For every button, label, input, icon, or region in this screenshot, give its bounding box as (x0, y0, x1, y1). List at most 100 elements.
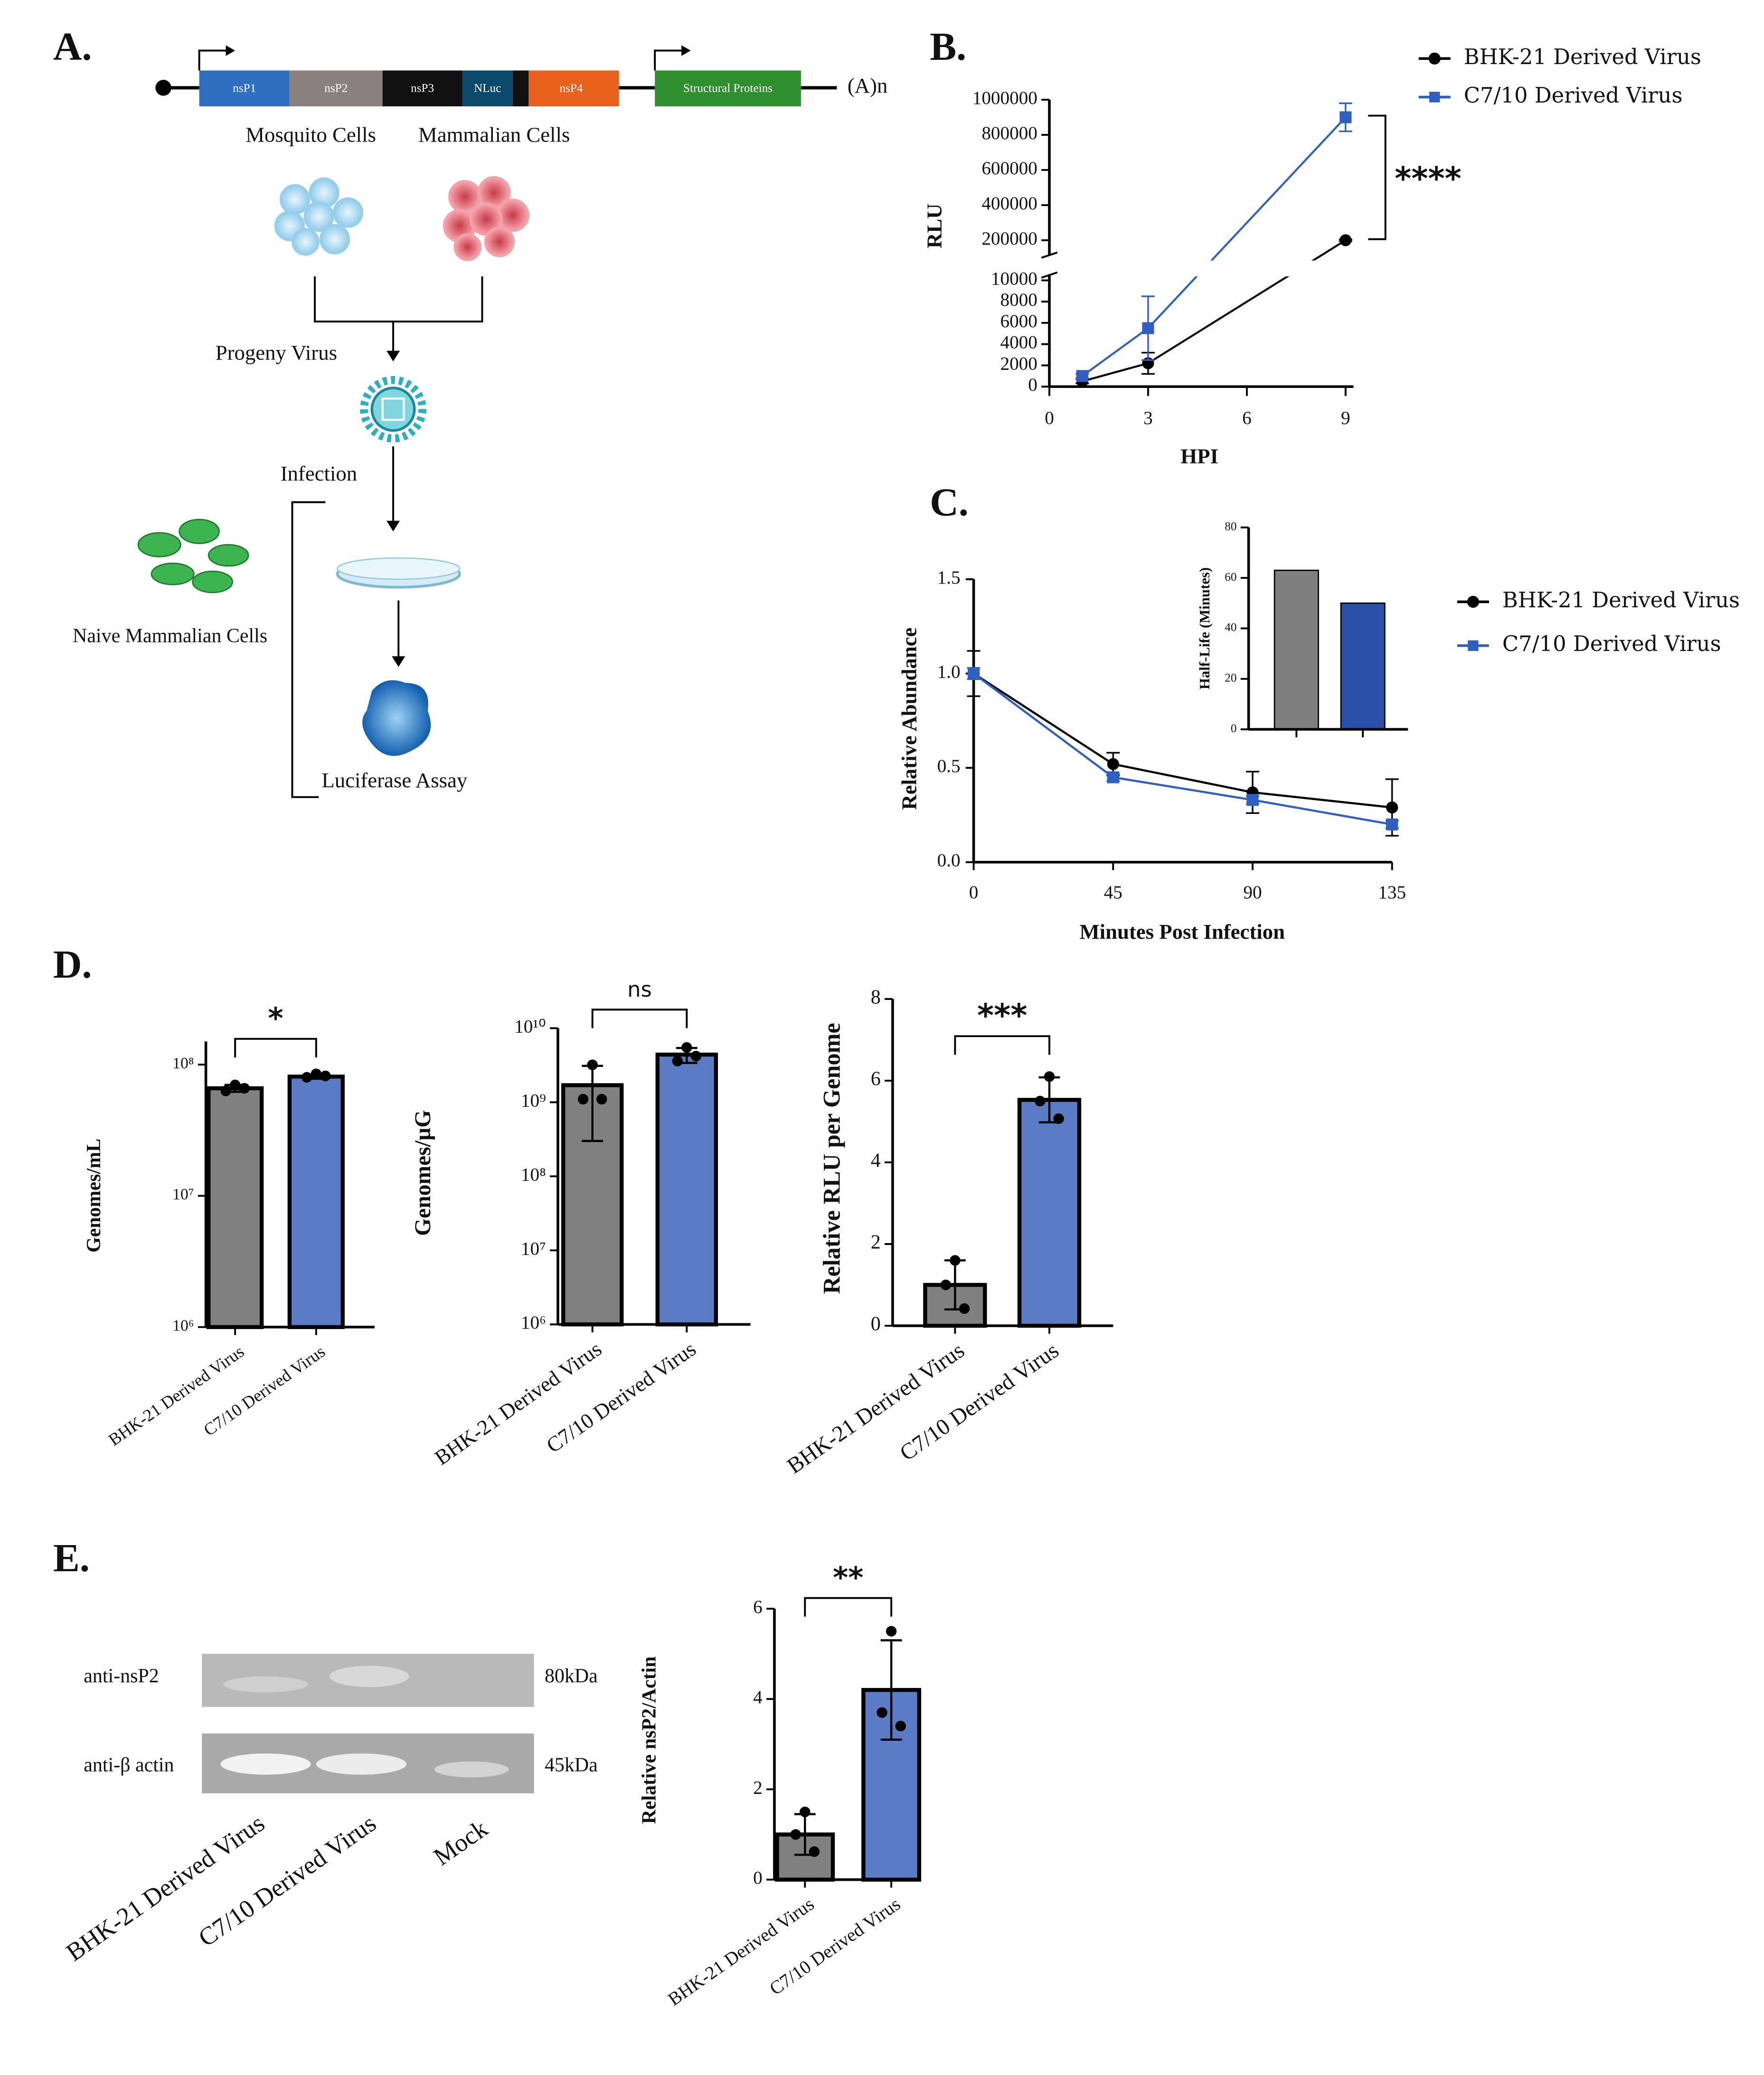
data-point (877, 1707, 887, 1718)
data-point (895, 1721, 906, 1732)
panel-label: E. (53, 1536, 90, 1580)
data-point (790, 1829, 801, 1840)
y-tick-label: 4 (871, 1150, 881, 1172)
significance-label: ** (833, 1560, 863, 1594)
y-tick-label: 0 (871, 1313, 881, 1335)
x-tick-label: 135 (1378, 882, 1406, 903)
bar (287, 1075, 345, 1330)
y-axis-label: Genomes/µG (411, 1110, 435, 1236)
marker (1107, 771, 1119, 783)
label: Infection (281, 462, 358, 485)
blot-row-label: anti-nsP2 (84, 1665, 159, 1687)
gene-label: nsP1 (233, 82, 256, 94)
y-tick-label: 2000 (1000, 353, 1037, 374)
data-point (229, 1079, 241, 1091)
y-tick-label: 60 (1225, 571, 1236, 584)
y-tick-label: 800000 (981, 123, 1037, 143)
panel-label: B. (930, 25, 966, 69)
x-tick-label: 3 (1143, 408, 1153, 428)
data-point (690, 1050, 702, 1062)
x-tick-label: 45 (1104, 882, 1123, 903)
western-blot: anti-nsP2 anti-β actin 80kDa 45kDa BHK-2… (61, 1654, 598, 1967)
lane-label: C7/10 Derived Virus (194, 1810, 381, 1952)
y-tick-label: 10⁸ (521, 1164, 546, 1185)
y-tick-label: 600000 (981, 158, 1037, 179)
y-tick-label: 1.5 (937, 567, 961, 588)
legend-marker (1467, 595, 1479, 608)
label: Naive Mammalian Cells (73, 625, 267, 647)
x-tick-label: 0 (969, 882, 979, 903)
data-point (809, 1846, 820, 1857)
y-tick-label: 10⁶ (172, 1317, 194, 1335)
y-tick-label: 80 (1225, 520, 1236, 533)
y-tick-label: 0.0 (937, 850, 961, 871)
y-tick-label: 0 (753, 1868, 763, 1888)
blot-size-label: 80kDa (545, 1665, 598, 1687)
y-tick-label: 10⁷ (521, 1238, 546, 1259)
bar (1273, 569, 1319, 730)
data-point (320, 1070, 331, 1082)
bar (655, 1052, 718, 1327)
label: Luciferase Assay (321, 768, 468, 792)
label: Mosquito Cells (245, 123, 376, 147)
marker (1340, 111, 1352, 123)
y-tick-label: 10⁸ (172, 1055, 194, 1072)
y-tick-label: 40 (1225, 621, 1236, 634)
genome-diagram: nsP1 nsP2 nsP3 NLuc nsP4 Structural Prot… (155, 45, 887, 106)
data-point (596, 1094, 607, 1105)
data-point (672, 1056, 683, 1066)
data-point (1035, 1095, 1046, 1107)
bar (775, 1832, 835, 1882)
y-tick-label: 6 (753, 1597, 763, 1617)
y-tick-label: 10⁶ (521, 1312, 546, 1333)
y-tick-label: 20 (1225, 671, 1236, 684)
significance-bracket (804, 1597, 893, 1617)
y-tick-label: 2 (753, 1777, 763, 1798)
bar (1340, 602, 1386, 730)
axis-break (1041, 251, 1058, 279)
significance-bracket (954, 1035, 1050, 1055)
data-point (577, 1094, 589, 1105)
x-tick-label: C7/10 Derived Virus (896, 1338, 1063, 1466)
label: Progeny Virus (216, 340, 337, 364)
legend-marker (1429, 92, 1440, 103)
polya-label: (A)n (848, 74, 887, 97)
legend-marker (1428, 52, 1441, 65)
gene-label: nsP3 (411, 82, 434, 94)
panel-label: C. (930, 480, 969, 524)
marker (1340, 234, 1352, 246)
y-tick-label: 6000 (1000, 311, 1037, 331)
y-tick-label: 4 (753, 1687, 763, 1707)
y-tick-label: 10000 (991, 268, 1038, 289)
significance-bracket (591, 1009, 688, 1028)
x-axis-label: HPI (1180, 444, 1218, 468)
workflow: Mosquito Cells Mammalian Cells Progeny V… (73, 123, 570, 798)
data-point (886, 1626, 897, 1637)
lane-label: Mock (429, 1815, 493, 1871)
legend-label: BHK-21 Derived Virus (1502, 587, 1740, 613)
bar (1017, 1098, 1082, 1328)
marker (1246, 794, 1259, 806)
legend-label: C7/10 Derived Virus (1502, 631, 1721, 656)
y-tick-label: 0 (1028, 375, 1038, 395)
significance-label: ns (627, 977, 652, 1002)
marker (1107, 758, 1119, 770)
data-point (1053, 1113, 1064, 1124)
legend-marker (1468, 640, 1479, 651)
y-tick-label: 0.5 (937, 756, 961, 776)
gene-label: Structural Proteins (683, 82, 773, 94)
series-line (973, 672, 1392, 809)
legend-label: C7/10 Derived Virus (1464, 83, 1683, 108)
data-point (220, 1085, 231, 1096)
y-tick-label: 200000 (981, 228, 1037, 249)
panel-labels: A. B. C. D. E. (53, 25, 969, 1580)
marker (967, 667, 980, 680)
significance-label: *** (977, 997, 1027, 1034)
y-tick-label: 0 (1231, 722, 1237, 735)
x-tick-label: BHK-21 Derived Virus (430, 1337, 606, 1470)
y-tick-label: 2 (871, 1232, 881, 1254)
y-tick-label: 8000 (1000, 290, 1037, 310)
data-point (1044, 1071, 1055, 1082)
